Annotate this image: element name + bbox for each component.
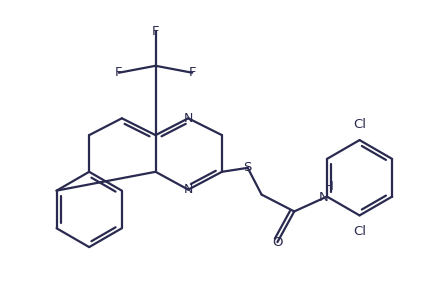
Text: O: O (272, 236, 283, 249)
Text: S: S (243, 161, 252, 174)
Text: Cl: Cl (353, 225, 366, 238)
Text: Cl: Cl (353, 118, 366, 131)
Text: F: F (115, 66, 123, 79)
Text: N: N (319, 191, 329, 204)
Text: N: N (184, 112, 193, 125)
Text: F: F (152, 25, 159, 38)
Text: F: F (188, 66, 196, 79)
Text: H: H (325, 180, 333, 193)
Text: N: N (184, 183, 193, 196)
